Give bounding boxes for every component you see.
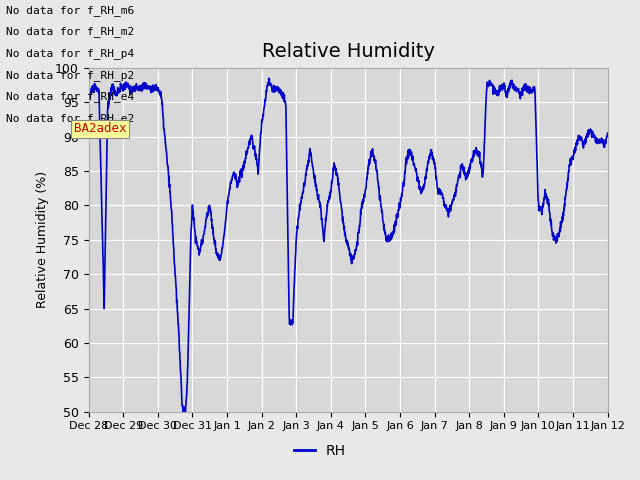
Text: No data for f_RH_e2: No data for f_RH_e2: [6, 113, 134, 124]
Y-axis label: Relative Humidity (%): Relative Humidity (%): [36, 171, 49, 308]
Text: No data for f_RH_p4: No data for f_RH_p4: [6, 48, 134, 59]
Text: No data for f_RH_e4: No data for f_RH_e4: [6, 91, 134, 102]
Text: No data for f_RH_m6: No data for f_RH_m6: [6, 5, 134, 16]
Title: Relative Humidity: Relative Humidity: [262, 42, 435, 60]
Text: No data for f_RH_p2: No data for f_RH_p2: [6, 70, 134, 81]
Text: BA2adex: BA2adex: [74, 122, 126, 135]
Legend: RH: RH: [289, 438, 351, 464]
Text: No data for f_RH_m2: No data for f_RH_m2: [6, 26, 134, 37]
